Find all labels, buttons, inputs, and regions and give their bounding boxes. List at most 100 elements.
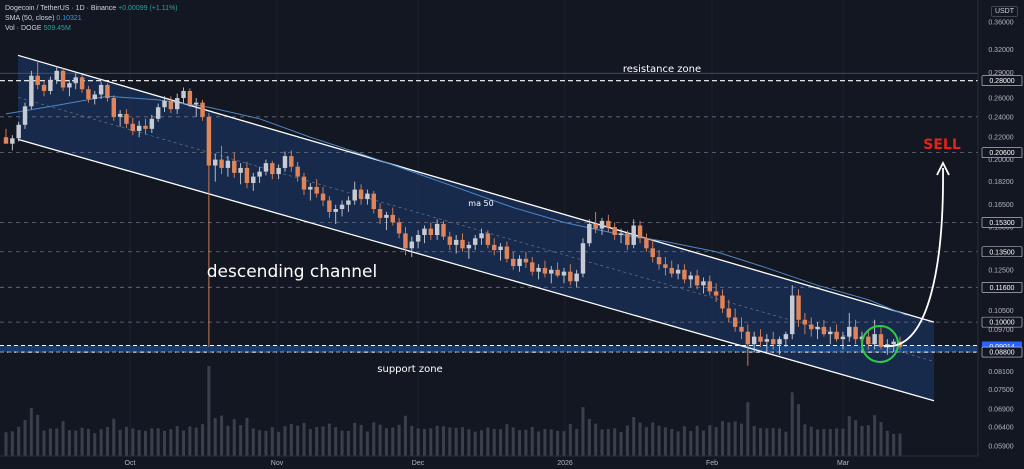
volume-bar bbox=[467, 429, 471, 456]
candle-body bbox=[828, 331, 833, 335]
candle bbox=[206, 112, 212, 347]
candle bbox=[472, 234, 478, 251]
candle bbox=[669, 260, 674, 278]
candle-body bbox=[688, 275, 693, 280]
candle bbox=[828, 326, 833, 345]
candle-body bbox=[213, 159, 218, 166]
candle-body bbox=[625, 233, 630, 245]
currency-button[interactable]: USDT bbox=[990, 6, 1018, 17]
candle bbox=[415, 230, 421, 249]
candle-body bbox=[301, 176, 307, 190]
candle bbox=[789, 285, 795, 340]
volume-bar bbox=[556, 430, 560, 456]
price-tick-label: 0.36000 bbox=[988, 19, 1013, 26]
volume-bar bbox=[701, 430, 705, 456]
candle bbox=[866, 329, 871, 350]
candle-body bbox=[339, 204, 345, 209]
candle bbox=[29, 70, 34, 110]
volume-bar bbox=[321, 426, 325, 456]
volume-bar bbox=[524, 429, 528, 456]
candle bbox=[403, 227, 408, 256]
candle-body bbox=[60, 70, 66, 88]
volume-bar bbox=[55, 428, 59, 456]
candle-body bbox=[815, 326, 820, 330]
volume-bar bbox=[118, 429, 122, 456]
candle-body bbox=[656, 257, 662, 265]
projection-arrow bbox=[883, 160, 950, 347]
volume-bar bbox=[182, 430, 186, 456]
volume-bar bbox=[327, 423, 331, 456]
candle-body bbox=[206, 116, 212, 166]
price-axis[interactable]: 0.36000 0.32000 0.29000 0.26000 0.24000 0.220… bbox=[977, 0, 1024, 469]
candle-body bbox=[834, 331, 839, 340]
volume-bar bbox=[841, 428, 845, 456]
volume-bar bbox=[296, 425, 300, 456]
volume-bar bbox=[461, 427, 465, 456]
volume-bar bbox=[568, 423, 572, 456]
candle-body bbox=[606, 220, 611, 228]
volume-bar bbox=[207, 366, 211, 456]
candle-body bbox=[694, 275, 700, 286]
price-marker-label: 0.10000 bbox=[989, 320, 1014, 327]
volume-bar bbox=[638, 422, 642, 456]
candle-body bbox=[181, 90, 186, 99]
volume-bar bbox=[797, 404, 801, 456]
channel-lower-line bbox=[17, 138, 935, 402]
candle-body bbox=[891, 341, 896, 345]
volume-bar bbox=[391, 427, 395, 456]
candle-body bbox=[193, 102, 199, 105]
volume-bar bbox=[448, 427, 452, 456]
candle-body bbox=[479, 233, 484, 239]
candle-body bbox=[79, 77, 85, 90]
candle bbox=[434, 219, 440, 240]
candle bbox=[447, 231, 453, 251]
volume-bar bbox=[372, 422, 376, 456]
candle bbox=[314, 179, 319, 198]
price-marker bbox=[981, 217, 1023, 228]
volume-bars bbox=[4, 366, 902, 456]
volume-bar bbox=[537, 431, 541, 456]
candle-body bbox=[859, 336, 865, 340]
candle-body bbox=[631, 225, 636, 245]
volume-bar bbox=[549, 429, 553, 456]
volume-bar bbox=[892, 433, 896, 456]
candle bbox=[707, 275, 713, 296]
volume-bar bbox=[10, 431, 14, 456]
candle-body bbox=[187, 90, 193, 105]
candle-body bbox=[764, 339, 770, 342]
volume-bar bbox=[486, 427, 490, 456]
candle bbox=[219, 145, 224, 175]
time-tick-label: Oct bbox=[125, 460, 136, 467]
candle-body bbox=[377, 208, 383, 218]
candle-body bbox=[809, 324, 814, 330]
volume-bar bbox=[264, 430, 268, 456]
support-band bbox=[0, 345, 978, 353]
volume-bar bbox=[480, 430, 484, 456]
candle-body bbox=[29, 75, 34, 107]
candle-body bbox=[225, 160, 231, 168]
volume-bar bbox=[828, 429, 832, 456]
candle-body bbox=[511, 258, 516, 267]
candle-body bbox=[200, 102, 205, 117]
candle bbox=[289, 150, 294, 172]
price-marker-label: 0.28000 bbox=[989, 78, 1014, 85]
candle bbox=[802, 312, 808, 335]
volume-bar bbox=[739, 423, 743, 456]
candle bbox=[162, 96, 167, 112]
volume-bar bbox=[232, 419, 236, 456]
volume-bar bbox=[809, 426, 813, 456]
candle-body bbox=[453, 239, 459, 245]
candle bbox=[618, 228, 624, 244]
candle bbox=[213, 153, 218, 182]
candle-body bbox=[732, 317, 738, 327]
volume-bar bbox=[239, 425, 243, 456]
candle bbox=[193, 98, 199, 117]
candle bbox=[783, 331, 789, 347]
candle-body bbox=[498, 246, 503, 251]
candle bbox=[428, 222, 434, 240]
support-zone-band bbox=[0, 345, 978, 353]
candle bbox=[511, 251, 516, 270]
candle-body bbox=[568, 271, 573, 282]
time-axis[interactable]: Oct Nov Dec 2026 Feb Mar bbox=[0, 455, 978, 467]
